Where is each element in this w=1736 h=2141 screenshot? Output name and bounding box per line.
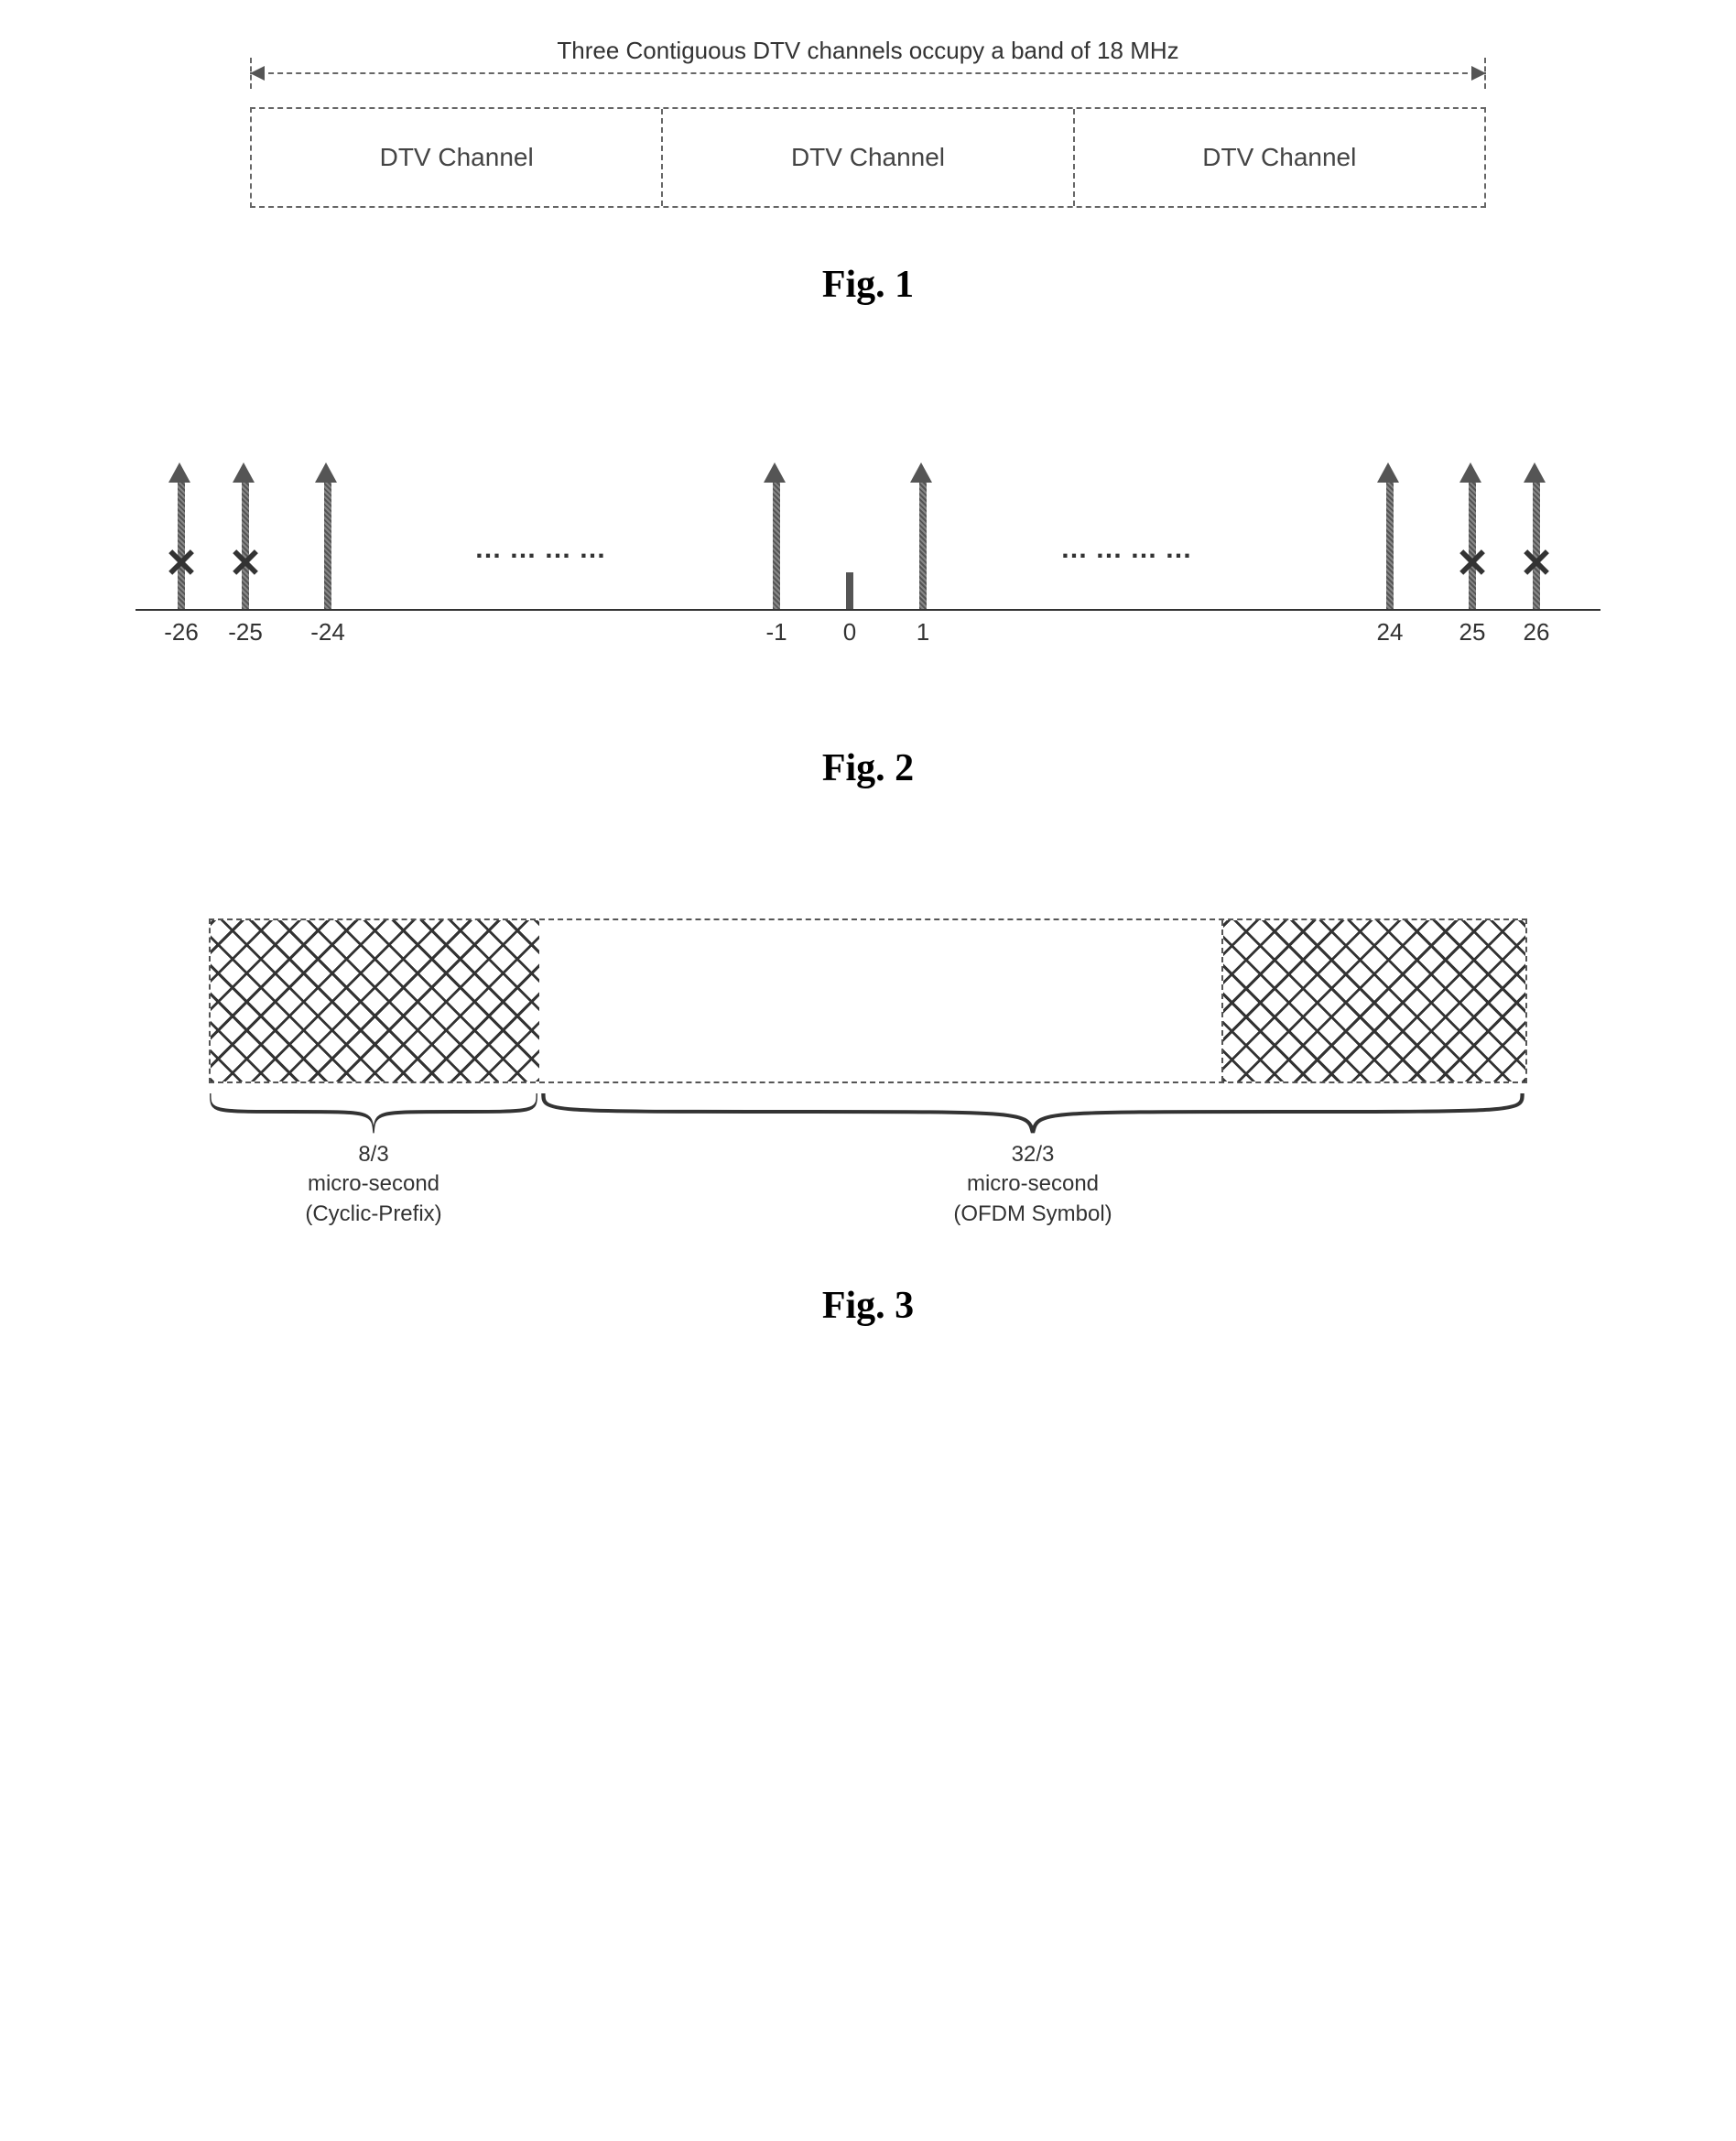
fig3-symbol-box (209, 918, 1527, 1083)
underbrace-icon (538, 1089, 1527, 1135)
hatched-segment (211, 920, 539, 1081)
subcarrier-arrow-icon (322, 462, 333, 609)
null-subcarrier-x-icon: ✕ (165, 540, 199, 587)
fig3-caption: Fig. 3 (136, 1284, 1600, 1328)
arrowhead-left-icon (250, 66, 265, 81)
segment-sublabel: 8/3micro-second(Cyclic-Prefix) (209, 1140, 538, 1229)
ellipsis-icon: ………… (474, 534, 613, 565)
arrowhead-up-icon (315, 462, 337, 483)
fig3-braces-row (209, 1089, 1527, 1135)
null-subcarrier-x-icon: ✕ (229, 540, 263, 587)
arrowhead-up-icon (1377, 462, 1399, 483)
subcarrier-index-label: -25 (228, 618, 263, 647)
arrow-stem (324, 483, 331, 609)
arrowhead-up-icon (764, 462, 786, 483)
subcarrier-arrow-icon (917, 462, 928, 609)
subcarrier-arrow-icon (240, 462, 251, 609)
null-subcarrier-x-icon: ✕ (1520, 540, 1554, 587)
subcarrier-index-label: -24 (310, 618, 345, 647)
dc-subcarrier-stub (846, 572, 853, 609)
null-subcarrier-x-icon: ✕ (1456, 540, 1490, 587)
arrowhead-up-icon (233, 462, 255, 483)
fig2-axis-line (136, 609, 1600, 611)
arrow-stem (1386, 483, 1394, 609)
underbrace-icon (209, 1089, 538, 1135)
subcarrier-index-label: 25 (1459, 618, 1486, 647)
arrowhead-right-icon (1471, 66, 1486, 81)
fig1-cell-1: DTV Channel (663, 109, 1074, 206)
fig1-content: Three Contiguous DTV channels occupy a b… (250, 37, 1486, 208)
arrow-stem (773, 483, 780, 609)
fig1-channel-box: DTV Channel DTV Channel DTV Channel (250, 107, 1486, 208)
subcarrier-index-label: 24 (1377, 618, 1404, 647)
fig1-caption: Fig. 1 (136, 263, 1600, 307)
fig3-content: 8/3micro-second(Cyclic-Prefix)32/3micro-… (209, 918, 1527, 1229)
hatched-segment (1223, 920, 1525, 1081)
fig1-cell-2: DTV Channel (1075, 109, 1484, 206)
fig1-cell-0: DTV Channel (252, 109, 663, 206)
fig1-span-arrow (250, 72, 1486, 94)
dc-index-label: 0 (843, 618, 856, 647)
fig2-caption: Fig. 2 (136, 746, 1600, 790)
subcarrier-arrow-icon (176, 462, 187, 609)
subcarrier-index-label: -1 (765, 618, 787, 647)
arrowhead-up-icon (168, 462, 190, 483)
subcarrier-index-label: 26 (1524, 618, 1550, 647)
subcarrier-arrow-icon (1384, 462, 1395, 609)
ellipsis-icon: ………… (1060, 534, 1199, 565)
figure-1: Three Contiguous DTV channels occupy a b… (136, 37, 1600, 307)
subcarrier-arrow-icon (1531, 462, 1542, 609)
subcarrier-index-label: -26 (164, 618, 199, 647)
arrowhead-up-icon (1524, 462, 1546, 483)
fig3-sub-row: 8/3micro-second(Cyclic-Prefix)32/3micro-… (209, 1135, 1527, 1229)
segment-sublabel: 32/3micro-second(OFDM Symbol) (538, 1140, 1527, 1229)
subcarrier-index-label: 1 (917, 618, 929, 647)
arrow-stem (919, 483, 927, 609)
figure-2: ✕ -26 ✕ -25 -24 -1 1 24 ✕ 25 ✕ 26 0 ………… ………… Fig. 2 (136, 435, 1600, 790)
arrowhead-up-icon (1459, 462, 1481, 483)
fig2-content: ✕ -26 ✕ -25 -24 -1 1 24 ✕ 25 ✕ 26 0 ………… ………… (136, 435, 1600, 691)
figure-3: 8/3micro-second(Cyclic-Prefix)32/3micro-… (136, 918, 1600, 1328)
fig1-header-label: Three Contiguous DTV channels occupy a b… (250, 37, 1486, 69)
arrowhead-up-icon (910, 462, 932, 483)
plain-segment (539, 920, 1223, 1081)
subcarrier-arrow-icon (1467, 462, 1478, 609)
subcarrier-arrow-icon (771, 462, 782, 609)
